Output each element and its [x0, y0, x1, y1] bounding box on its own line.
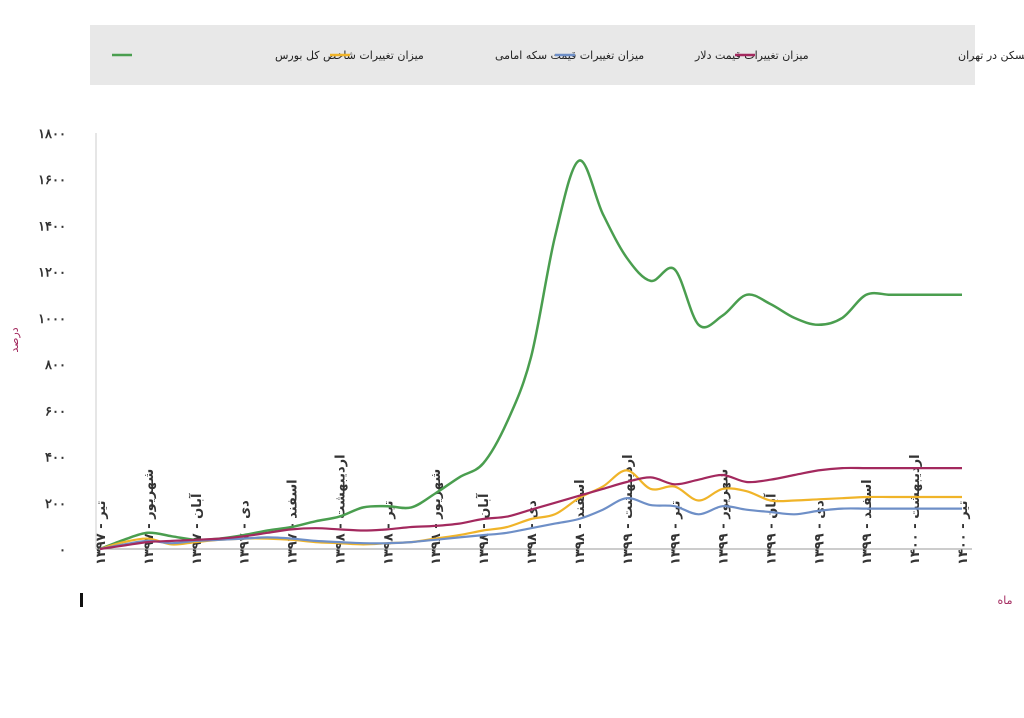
- legend-label-3: میزان تغییرات شاخص قیمت مسکن در تهران: [958, 49, 1024, 62]
- x-tick-label: دی - ۱۳۹۹: [812, 500, 827, 565]
- y-tick-label: ۴۰۰: [45, 451, 66, 466]
- x-tick-label: شهریور - ۱۳۹۹: [717, 469, 732, 565]
- x-tick-label: آبان - ۱۳۹۹: [762, 493, 779, 565]
- x-tick-label: دی - ۱۳۹۸: [525, 500, 540, 565]
- series-lines: [99, 159, 963, 551]
- y-ticks: ۰ ۲۰۰ ۴۰۰ ۶۰۰ ۸۰۰ ۱۰۰۰ ۱۲۰۰ ۱۴۰۰ ۱۶۰۰ ۱۸۰۰: [38, 127, 66, 558]
- y-tick-label: ۱۲۰۰: [38, 266, 66, 281]
- y-tick-label: ۰: [59, 543, 66, 558]
- x-tick-label: اسفند - ۱۳۹۷: [286, 479, 301, 565]
- x-tick-label: اردیبهشت - ۱۳۹۸: [333, 454, 348, 565]
- y-tick-label: ۱۰۰۰: [38, 312, 66, 327]
- y-tick-label: ۶۰۰: [45, 404, 66, 419]
- x-axis-title: ماه: [997, 594, 1012, 607]
- x-tick-label: اسفند - ۱۳۹۹: [860, 479, 875, 565]
- y-tick-label: ۸۰۰: [44, 358, 66, 373]
- x-tick-label: تیر - ۱۳۹۸: [381, 501, 396, 565]
- y-tick-label: ۱۶۰۰: [38, 173, 66, 188]
- x-tick-label: تیر - ۱۴۰۰: [956, 501, 971, 565]
- legend-box: [90, 25, 975, 85]
- y-tick-label: ۲۰۰: [45, 497, 66, 512]
- x-tick-label: اردیبهشت - ۱۴۰۰: [908, 454, 923, 565]
- series-line-2: [99, 497, 962, 551]
- x-tick-label: آبان - ۱۳۹۷: [188, 493, 205, 565]
- x-tick-label: شهریور - ۱۳۹۸: [429, 469, 444, 565]
- legend-item-3: میزان تغییرات شاخص قیمت مسکن در تهران: [735, 49, 1024, 62]
- series-line-0: [99, 159, 962, 551]
- x-ticks: تیر - ۱۳۹۷ شهریور - ۱۳۹۷ آبان - ۱۳۹۷ دی - ۱…: [94, 454, 971, 565]
- y-tick-label: ۱۸۰۰: [38, 127, 66, 142]
- legend: میزان تغییرات شاخص کل بورس میزان تغییرات…: [90, 25, 1024, 85]
- axis-start-mark: [80, 593, 83, 607]
- y-tick-label: ۱۴۰۰: [38, 219, 66, 234]
- x-tick-label: تیر - ۱۳۹۷: [94, 501, 109, 565]
- x-tick-label: دی - ۱۳۹۷: [238, 500, 253, 565]
- x-tick-label: شهریور - ۱۳۹۷: [142, 469, 157, 565]
- x-tick-label: اسفند - ۱۳۹۸: [573, 479, 588, 565]
- x-tick-label: تیر - ۱۳۹۹: [669, 501, 684, 565]
- y-axis-title: درصد: [8, 327, 21, 352]
- series-line-3: [99, 466, 963, 551]
- x-tick-label: آبان - ۱۳۹۸: [475, 493, 492, 565]
